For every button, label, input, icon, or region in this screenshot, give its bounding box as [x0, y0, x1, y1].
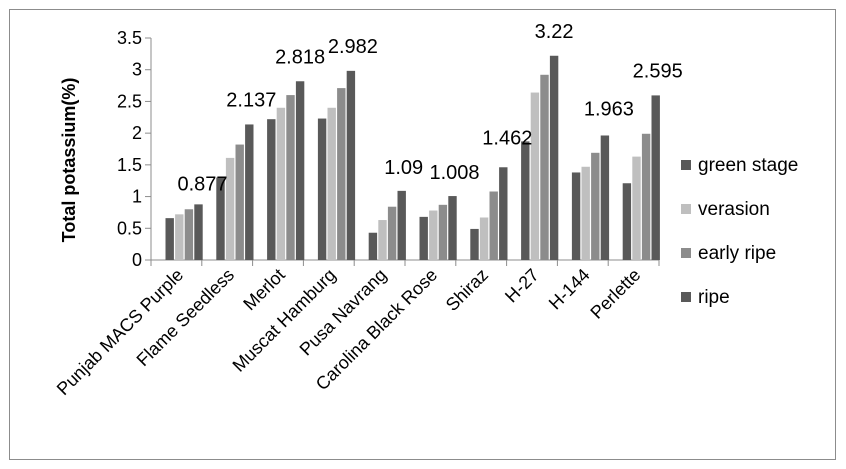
- legend-label: verasion: [698, 199, 770, 220]
- bar-ripe: [346, 70, 356, 260]
- legend-swatch: [681, 292, 691, 302]
- data-label: 1.09: [384, 157, 423, 179]
- bar-early-ripe: [438, 204, 448, 260]
- y-tick-label: 1: [132, 187, 142, 207]
- data-label: 2.137: [226, 89, 276, 111]
- bar-green-stage: [216, 177, 225, 260]
- legend-label: ripe: [698, 287, 730, 308]
- bar-verasion: [479, 217, 489, 260]
- bar-ripe: [397, 190, 406, 260]
- data-label: 1.963: [584, 98, 634, 120]
- bar-green-stage: [368, 232, 378, 260]
- x-category-label: H-27: [501, 265, 543, 307]
- bar-verasion: [175, 214, 184, 260]
- bar-green-stage: [521, 141, 530, 260]
- bar-green-stage: [317, 118, 327, 260]
- bar-ripe: [245, 124, 254, 260]
- bar-green-stage: [267, 119, 276, 260]
- legend-label: green stage: [698, 155, 798, 176]
- data-label: 0.877: [177, 173, 227, 195]
- bar-verasion: [581, 166, 590, 260]
- legend-label: early ripe: [698, 243, 776, 264]
- bar-ripe: [295, 81, 305, 260]
- bar-ripe: [499, 167, 508, 260]
- y-tick-label: 1.5: [117, 155, 142, 175]
- x-category-label: Pusa Navrang: [296, 265, 391, 360]
- x-category-label: Shiraz: [442, 265, 492, 315]
- bar-green-stage: [622, 183, 632, 260]
- bar-early-ripe: [337, 88, 346, 260]
- bar-ripe: [194, 204, 203, 260]
- y-tick-label: 0: [132, 250, 142, 270]
- bar-verasion: [530, 92, 540, 260]
- bar-early-ripe: [387, 206, 397, 260]
- x-category-label: Merlot: [239, 265, 289, 315]
- bar-ripe: [448, 196, 457, 260]
- data-label: 1.008: [429, 162, 479, 184]
- bar-green-stage: [470, 228, 479, 260]
- data-label: 3.22: [535, 21, 574, 43]
- bar-verasion: [429, 210, 438, 260]
- y-tick-label: 3.5: [117, 28, 142, 48]
- legend-swatch: [681, 204, 691, 214]
- bar-verasion: [632, 156, 641, 260]
- x-category-label: Perlette: [586, 265, 644, 323]
- y-tick-label: 2: [132, 123, 142, 143]
- bar-green-stage: [571, 172, 581, 260]
- legend: green stage verasion early ripe ripe: [681, 155, 798, 308]
- bar-ripe: [600, 135, 610, 260]
- bar-verasion: [378, 220, 387, 260]
- bar-early-ripe: [286, 95, 295, 260]
- y-tick-label: 2.5: [117, 91, 142, 111]
- data-label: 2.818: [275, 46, 325, 68]
- bar-ripe: [549, 55, 559, 261]
- bar-green-stage: [419, 216, 428, 260]
- data-label: 1.462: [482, 127, 532, 149]
- bar-early-ripe: [184, 209, 194, 260]
- bar-early-ripe: [641, 133, 651, 260]
- plot-area: 0 0.5 1 1.5 2 2.5 3 3.5 0.877 2.137 2.818 2.982 1.09…: [53, 21, 683, 399]
- data-label: 2.595: [633, 60, 683, 82]
- bar-verasion: [225, 157, 235, 260]
- y-tick-label: 0.5: [117, 218, 142, 238]
- bar-early-ripe: [591, 152, 600, 260]
- bar-early-ripe: [489, 191, 498, 260]
- bar-verasion: [327, 107, 336, 261]
- bar-verasion: [276, 107, 286, 261]
- bar-early-ripe: [235, 144, 244, 260]
- y-axis-title: Total potassium(%): [59, 78, 79, 243]
- bar-early-ripe: [540, 74, 549, 260]
- legend-swatch: [681, 248, 691, 258]
- bar-green-stage: [165, 218, 174, 260]
- data-label: 2.982: [328, 36, 378, 58]
- bar-ripe: [651, 95, 660, 260]
- legend-swatch: [681, 160, 691, 170]
- x-category-label: H-144: [545, 265, 594, 314]
- y-tick-label: 3: [132, 60, 142, 80]
